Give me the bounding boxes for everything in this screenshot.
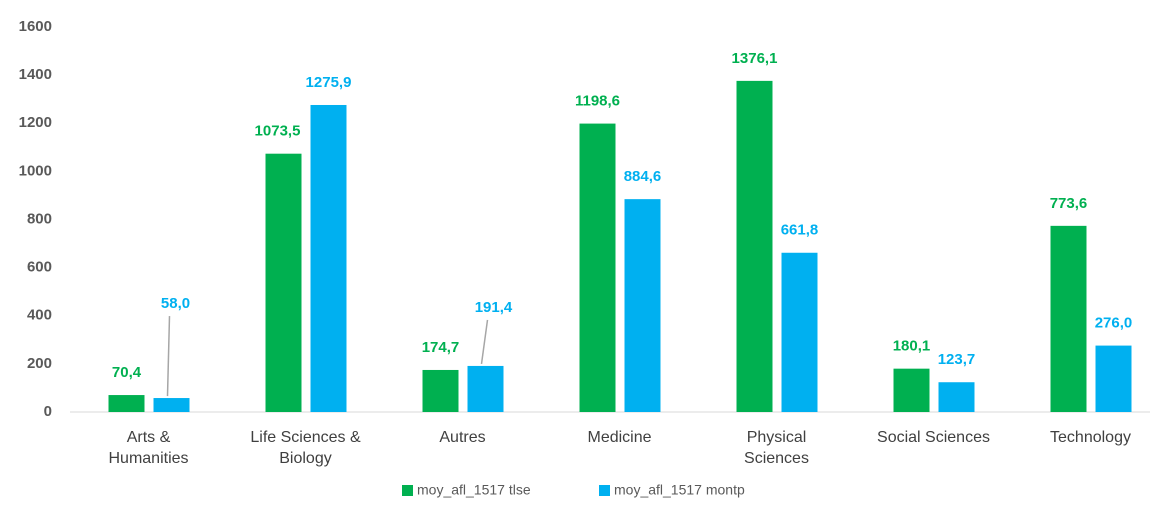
bar — [108, 395, 145, 412]
bar — [579, 123, 616, 412]
y-tick-label: 1600 — [19, 18, 52, 35]
legend-swatch — [599, 485, 610, 496]
data-label: 1198,6 — [575, 93, 620, 110]
leader-line — [166, 316, 171, 397]
y-tick-label: 200 — [27, 355, 52, 372]
data-label: 276,0 — [1095, 315, 1133, 332]
bar — [781, 252, 818, 412]
x-tick-label: Autres — [439, 429, 485, 446]
x-tick-label: Life Sciences & Biology — [250, 429, 361, 467]
bar — [265, 153, 302, 412]
bar — [467, 365, 504, 412]
y-tick-label: 0 — [44, 403, 52, 420]
leader-line — [480, 319, 489, 365]
data-label: 70,4 — [112, 364, 142, 381]
x-tick-label: Technology — [1050, 429, 1131, 446]
y-tick-label: 400 — [27, 307, 52, 324]
bar — [1095, 345, 1132, 412]
data-label: 1275,9 — [306, 74, 352, 91]
y-tick-label: 1400 — [19, 66, 52, 83]
x-tick-label: Social Sciences — [877, 429, 990, 446]
legend-label: moy_afl_1517 montp — [614, 482, 745, 498]
data-label: 180,1 — [893, 338, 931, 355]
x-tick-label: Arts & Humanities — [108, 429, 188, 467]
bar — [422, 369, 459, 412]
data-label: 174,7 — [422, 339, 460, 356]
data-label: 661,8 — [781, 222, 819, 239]
bar — [153, 398, 190, 412]
data-label: 58,0 — [161, 295, 190, 312]
bar — [1050, 225, 1087, 412]
bar — [736, 80, 773, 412]
x-tick-label: Medicine — [587, 429, 651, 446]
legend-label: moy_afl_1517 tlse — [417, 482, 531, 498]
y-tick-label: 800 — [27, 210, 52, 227]
data-label: 123,7 — [938, 351, 976, 368]
x-tick-label: Physical Sciences — [744, 429, 809, 467]
data-label: 1376,1 — [732, 50, 778, 67]
bar — [938, 382, 975, 412]
bar — [893, 368, 930, 412]
legend-swatch — [402, 485, 413, 496]
data-label: 773,6 — [1050, 195, 1088, 212]
y-tick-label: 600 — [27, 259, 52, 276]
y-tick-label: 1200 — [19, 114, 52, 131]
data-label: 884,6 — [624, 168, 662, 185]
y-tick-label: 1000 — [19, 162, 52, 179]
bar — [624, 199, 661, 412]
bar — [310, 104, 347, 412]
data-label: 191,4 — [475, 299, 513, 316]
data-label: 1073,5 — [255, 123, 301, 140]
